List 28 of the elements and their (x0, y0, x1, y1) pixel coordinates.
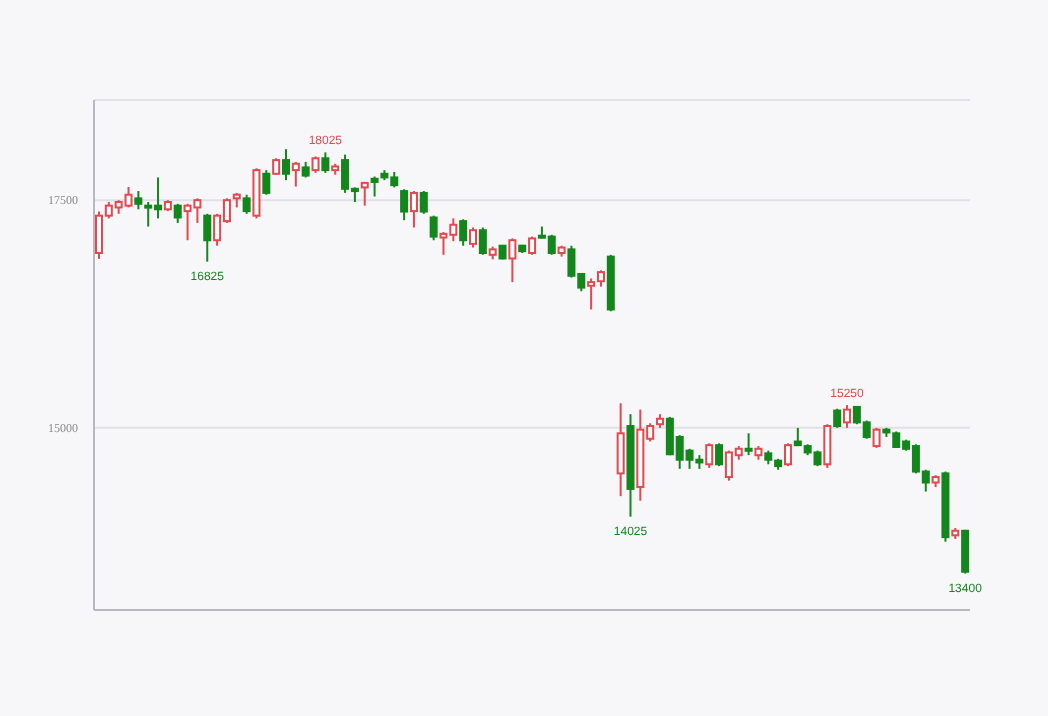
candlestick (783, 442, 792, 468)
candlestick (409, 190, 418, 229)
candlestick (469, 226, 478, 249)
candlestick (961, 528, 970, 575)
candlestick (203, 212, 212, 263)
candlestick (872, 426, 881, 449)
candlestick (400, 188, 409, 222)
candlestick (715, 442, 724, 468)
candlestick (478, 226, 487, 256)
candlestick (843, 404, 852, 429)
candlestick (419, 190, 428, 215)
candlestick (173, 202, 182, 224)
candlestick (429, 214, 438, 242)
candlestick (744, 432, 753, 457)
candlestick (262, 169, 271, 196)
candlestick (459, 218, 468, 247)
candlestick (282, 148, 290, 182)
candlestick (508, 237, 517, 284)
candlestick (705, 442, 714, 469)
candlestick (291, 160, 300, 188)
candlestick (823, 423, 832, 469)
candlestick (370, 175, 379, 198)
candlestick (134, 190, 143, 211)
candlestick (242, 193, 251, 215)
candlestick (321, 151, 330, 174)
candlestick (833, 407, 842, 429)
candlestick (616, 402, 625, 498)
candlestick (252, 167, 261, 220)
